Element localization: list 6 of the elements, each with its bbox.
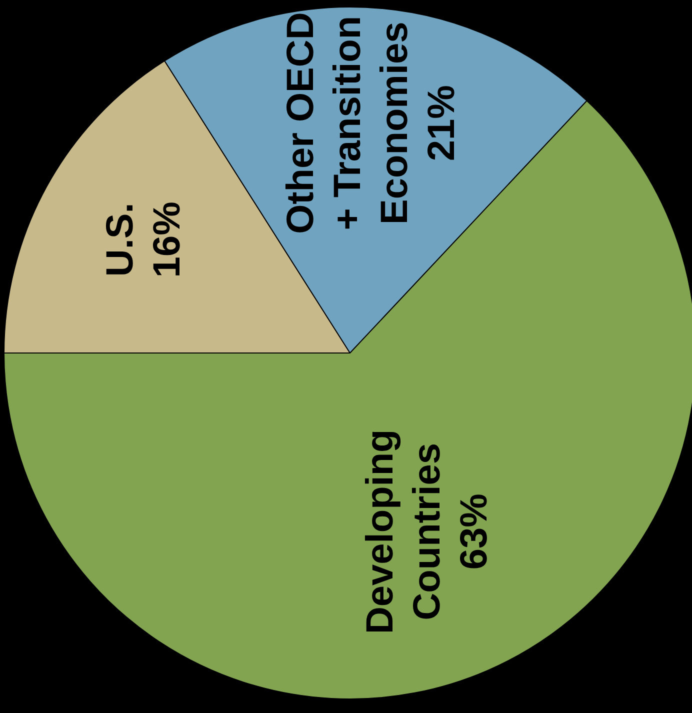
slice-label: Developing Countries xyxy=(359,429,448,634)
data-label: 63% xyxy=(453,494,496,570)
data-label: 16% xyxy=(146,202,188,278)
data-label: 21% xyxy=(421,85,464,162)
slice-label: Other OECD + Transition Economies xyxy=(280,12,416,234)
slice-label: U.S. xyxy=(99,202,142,277)
